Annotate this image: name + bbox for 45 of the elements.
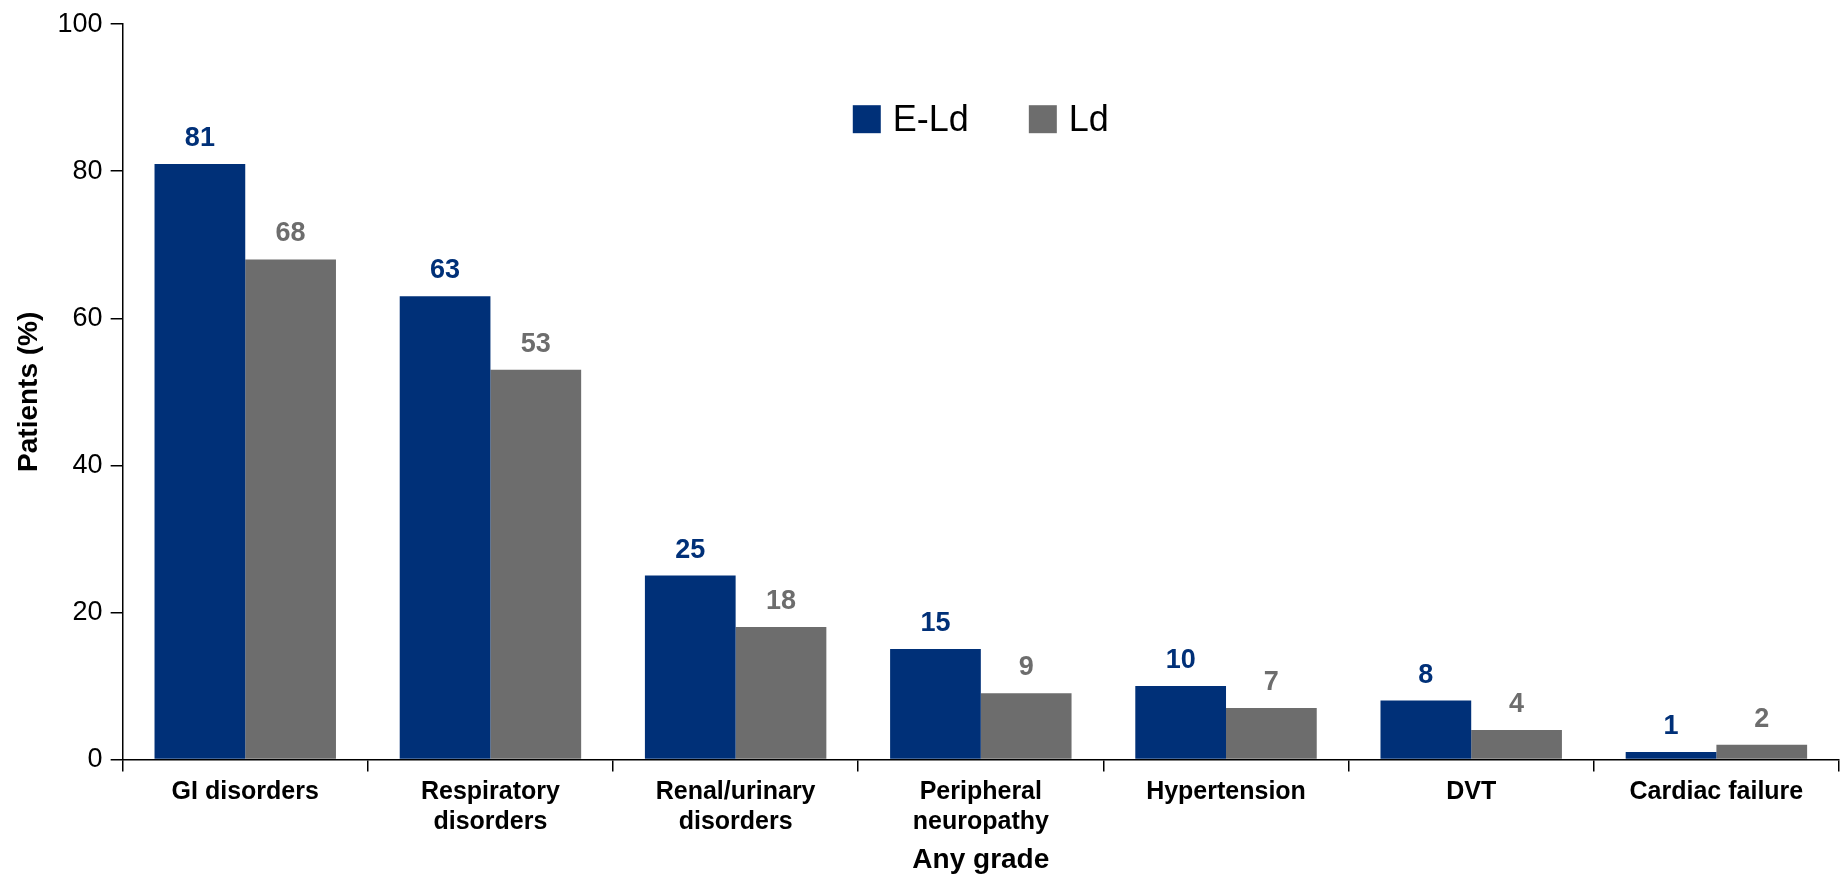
bar xyxy=(1135,685,1227,759)
y-tick-label: 100 xyxy=(57,7,103,38)
data-label: 81 xyxy=(184,121,215,152)
x-tick-label: Respiratory disorders xyxy=(420,776,560,835)
legend-label: Ld xyxy=(1068,98,1109,140)
x-tick-label: Peripheral neuropathy xyxy=(912,776,1049,835)
legend-label: E-Ld xyxy=(892,98,969,140)
bar xyxy=(890,649,981,759)
data-label: 25 xyxy=(675,533,706,564)
y-axis-title: Patients (%) xyxy=(11,311,43,472)
y-tick-label: 80 xyxy=(72,154,103,185)
x-tick-label: Hypertension xyxy=(1146,776,1306,805)
data-label: 18 xyxy=(765,585,797,616)
bar xyxy=(154,163,246,759)
bar xyxy=(1625,752,1717,759)
x-tick-label: Renal/urinary disorders xyxy=(655,776,816,835)
data-label: 4 xyxy=(1509,687,1525,718)
bar xyxy=(1471,729,1562,759)
bar xyxy=(1380,700,1472,759)
bar xyxy=(1226,707,1317,759)
bar xyxy=(490,369,582,759)
data-label: 2 xyxy=(1754,702,1770,733)
y-tick-label: 0 xyxy=(87,742,103,773)
x-axis-title: Any grade xyxy=(912,842,1050,874)
data-label: 7 xyxy=(1263,665,1279,696)
data-label: 9 xyxy=(1018,651,1034,682)
data-label: 8 xyxy=(1418,658,1434,689)
bar xyxy=(735,627,827,759)
x-tick-label: DVT xyxy=(1446,776,1497,805)
data-label: 63 xyxy=(430,254,461,285)
y-tick-label: 20 xyxy=(72,595,103,626)
bar xyxy=(980,693,1072,759)
x-tick-label: Cardiac failure xyxy=(1629,776,1804,805)
data-label: 1 xyxy=(1663,710,1679,740)
x-tick-label: GI disorders xyxy=(171,776,319,805)
bar xyxy=(1716,744,1808,759)
bar xyxy=(644,575,736,759)
bar xyxy=(399,296,491,759)
data-label: 53 xyxy=(520,327,551,358)
data-label: 10 xyxy=(1165,643,1196,674)
data-label: 15 xyxy=(920,607,951,638)
data-label: 68 xyxy=(275,217,306,248)
y-tick-label: 40 xyxy=(72,448,103,479)
y-tick-label: 60 xyxy=(72,301,103,332)
bar xyxy=(245,259,336,759)
